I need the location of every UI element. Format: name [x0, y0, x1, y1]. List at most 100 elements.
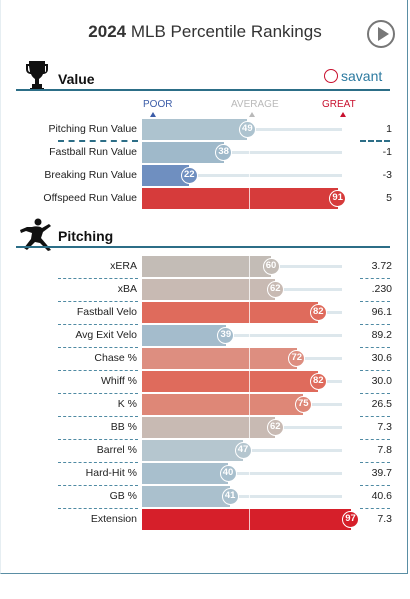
percentile-bubble: 97: [342, 511, 360, 528]
percentile-card: [0, 0, 408, 574]
percentile-bar: [142, 371, 319, 392]
row-divider: [58, 416, 138, 417]
track-remainder: [271, 265, 342, 268]
metric-value: 3.72: [371, 260, 392, 272]
pitcher-icon: [20, 218, 51, 251]
percentile-bubble: 39: [217, 327, 235, 344]
row-avg-exit-velo[interactable]: Avg Exit Velo 39 89.2: [0, 325, 410, 346]
row-k[interactable]: K % 75 26.5: [0, 394, 410, 415]
track-remainder: [230, 495, 342, 498]
metric-label: BB %: [110, 421, 137, 433]
row-divider: [360, 301, 390, 302]
percentile-bubble: 82: [309, 373, 327, 390]
track-remainder: [318, 380, 342, 383]
savant-logo[interactable]: savant: [324, 68, 382, 84]
percentile-track: 75: [142, 394, 357, 415]
track-remainder: [275, 288, 342, 291]
percentile-track: 40: [142, 463, 357, 484]
percentile-track: 47: [142, 440, 357, 461]
row-barrel[interactable]: Barrel % 47 7.8: [0, 440, 410, 461]
savant-brand: savant: [341, 68, 383, 84]
percentile-bar: [142, 440, 244, 461]
metric-label: Chase %: [94, 352, 137, 364]
percentile-bar: [142, 417, 276, 438]
metric-label: K %: [117, 398, 137, 410]
average-line: [249, 394, 250, 415]
average-line: [249, 417, 250, 438]
average-line: [249, 279, 250, 300]
percentile-bar: [142, 142, 224, 163]
metric-value: -3: [382, 169, 392, 181]
percentile-bar: [142, 348, 297, 369]
percentile-track: 38: [142, 142, 357, 163]
row-pitching-run-value[interactable]: Pitching Run Value 49 1: [0, 119, 410, 140]
metric-label: Fastball Velo: [76, 306, 137, 318]
scale-average-marker: [249, 112, 255, 117]
row-divider: [360, 278, 390, 279]
title-text: MLB Percentile Rankings: [130, 22, 322, 41]
value-divider-right: [360, 140, 390, 142]
title-year: 2024: [88, 22, 127, 41]
value-divider-left: [58, 140, 138, 142]
row-fastball-run-value[interactable]: Fastball Run Value 38 -1: [0, 142, 410, 163]
track-remainder: [247, 128, 342, 131]
percentile-bar: [142, 394, 304, 415]
row-divider: [360, 347, 390, 348]
track-remainder: [318, 311, 342, 314]
row-divider: [360, 370, 390, 371]
percentile-bubble: 91: [329, 190, 347, 207]
track-remainder: [243, 449, 342, 452]
percentile-track: 41: [142, 486, 357, 507]
percentile-bubble: 75: [294, 396, 312, 413]
metric-value: 40.6: [371, 490, 392, 502]
percentile-bar: [142, 279, 276, 300]
percentile-bar: [142, 509, 351, 530]
metric-value: .230: [371, 283, 392, 295]
average-line: [249, 486, 250, 507]
percentile-track: 22: [142, 165, 357, 186]
baseball-icon: [324, 69, 338, 83]
scale-great-label: GREAT: [322, 99, 356, 110]
percentile-track: 62: [142, 417, 357, 438]
row-hard-hit[interactable]: Hard-Hit % 40 39.7: [0, 463, 410, 484]
percentile-bar: [142, 486, 231, 507]
metric-label: Fastball Run Value: [49, 146, 137, 158]
percentile-track: 62: [142, 279, 357, 300]
percentile-bubble: 49: [238, 121, 256, 138]
metric-value: 1: [386, 123, 392, 135]
metric-value: 7.8: [377, 444, 392, 456]
percentile-bubble: 40: [219, 465, 237, 482]
percentile-bar: [142, 119, 248, 140]
row-extension[interactable]: Extension 97 7.3: [0, 509, 410, 530]
row-breaking-run-value[interactable]: Breaking Run Value 22 -3: [0, 165, 410, 186]
row-bb[interactable]: BB % 62 7.3: [0, 417, 410, 438]
average-line: [249, 188, 250, 209]
average-line: [249, 463, 250, 484]
value-section-title: Value: [58, 71, 95, 87]
row-chase[interactable]: Chase % 72 30.6: [0, 348, 410, 369]
row-offspeed-run-value[interactable]: Offspeed Run Value 91 5: [0, 188, 410, 209]
percentile-bubble: 41: [221, 488, 239, 505]
metric-label: Hard-Hit %: [85, 467, 137, 479]
percentile-track: 72: [142, 348, 357, 369]
track-remainder: [275, 426, 342, 429]
metric-value: -1: [382, 146, 392, 158]
row-gb[interactable]: GB % 41 40.6: [0, 486, 410, 507]
average-line: [249, 371, 250, 392]
percentile-bubble: 47: [234, 442, 252, 459]
metric-value: 30.0: [371, 375, 392, 387]
row-xba[interactable]: xBA 62 .230: [0, 279, 410, 300]
row-fastball-velo[interactable]: Fastball Velo 82 96.1: [0, 302, 410, 323]
play-icon[interactable]: [367, 20, 395, 48]
pitching-section-divider: [16, 246, 390, 248]
metric-value: 96.1: [371, 306, 392, 318]
row-whiff[interactable]: Whiff % 82 30.0: [0, 371, 410, 392]
percentile-bubble: 22: [180, 167, 198, 184]
row-divider: [360, 393, 390, 394]
average-line: [249, 509, 250, 530]
row-divider: [58, 439, 138, 440]
average-line: [249, 348, 250, 369]
row-divider: [360, 439, 390, 440]
row-xera[interactable]: xERA 60 3.72: [0, 256, 410, 277]
scale-great-marker: [340, 112, 346, 117]
